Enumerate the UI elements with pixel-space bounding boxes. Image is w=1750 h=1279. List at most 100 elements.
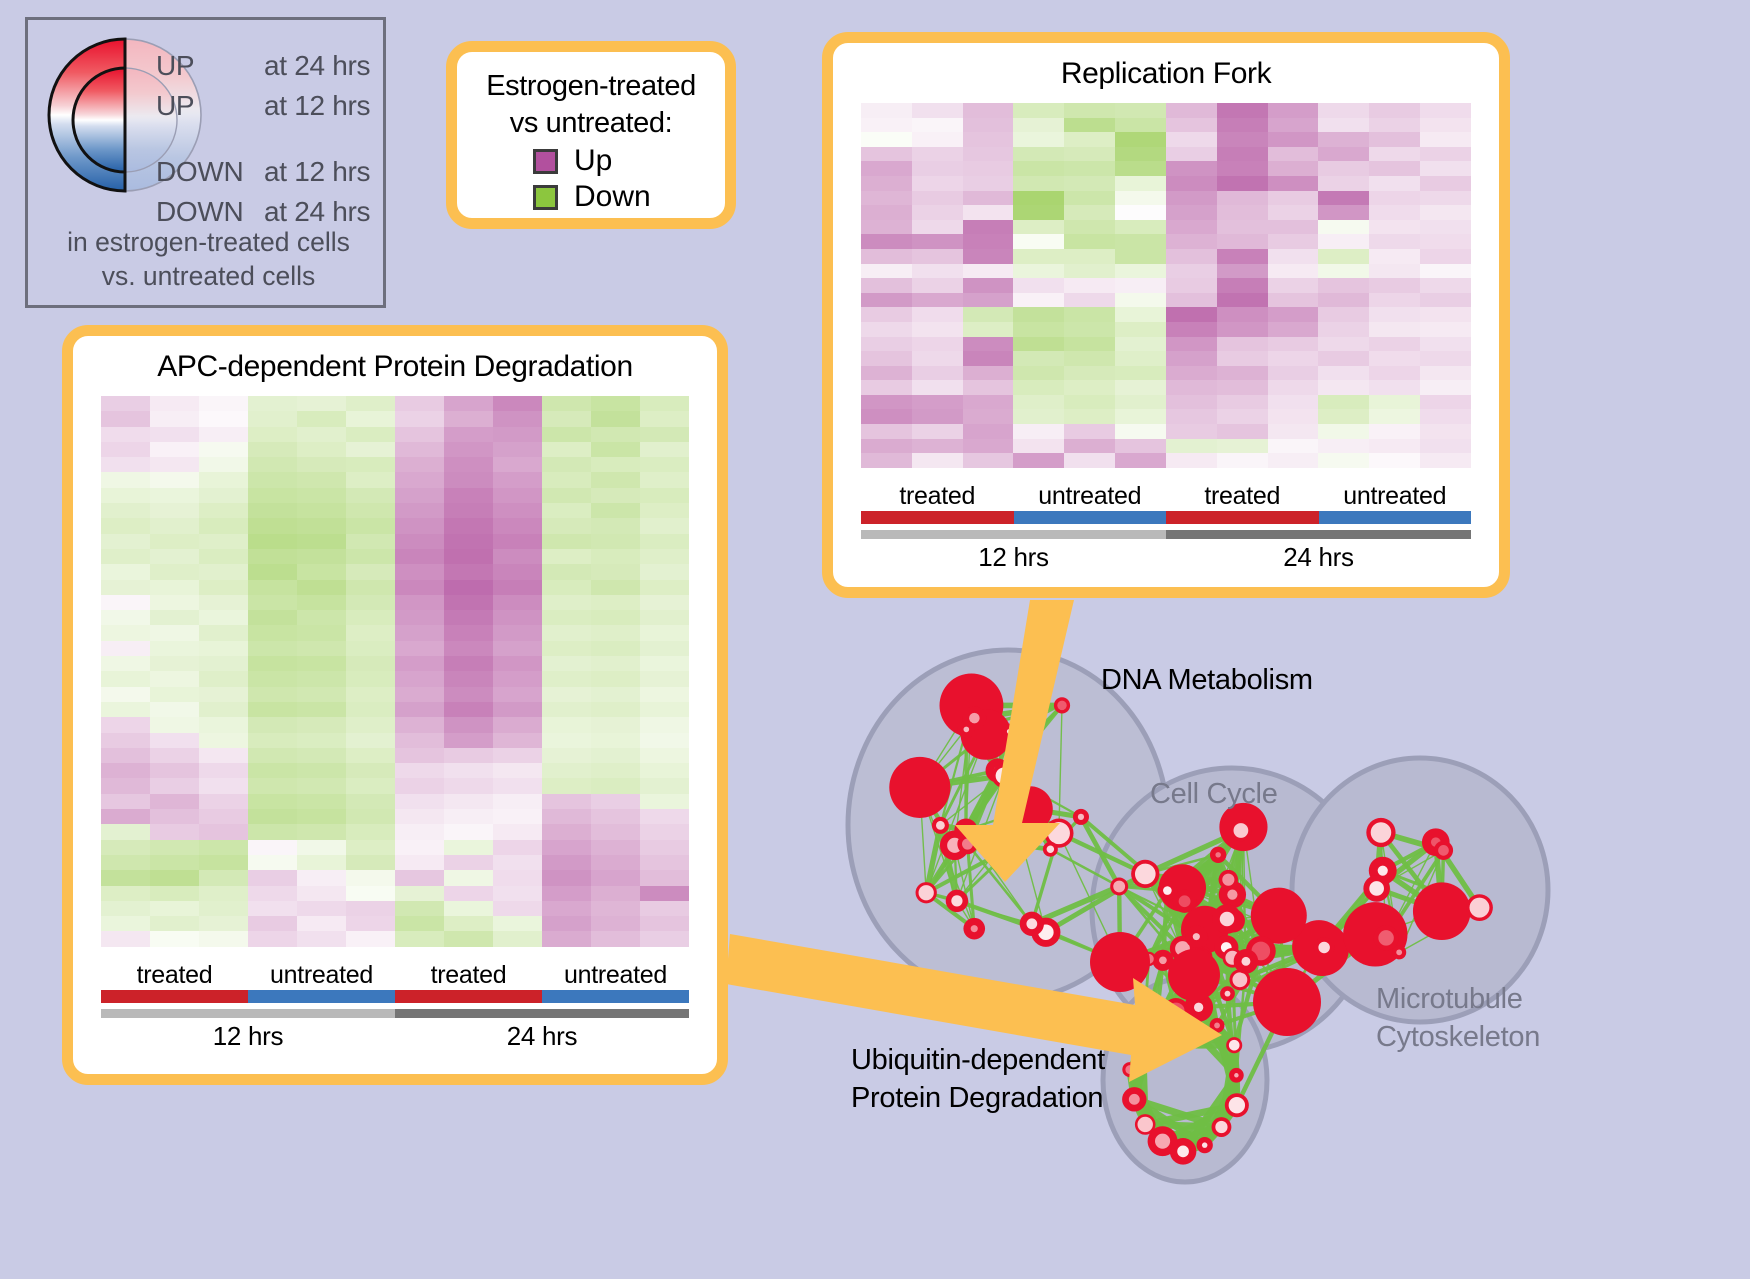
heatmap-cell (1267, 380, 1319, 395)
apc-axis: treated untreated treated untreated 12 hrs 2… (101, 961, 689, 1052)
network-node[interactable] (1233, 949, 1259, 974)
heatmap-cell (101, 793, 150, 810)
heatmap-cell (962, 205, 1014, 220)
network-node[interactable] (1122, 1087, 1147, 1112)
network-node[interactable] (991, 763, 1016, 788)
network-node[interactable] (1230, 819, 1252, 842)
network-node[interactable] (1466, 894, 1493, 922)
network-node[interactable] (1392, 945, 1407, 960)
network-node[interactable] (931, 816, 949, 834)
network-node[interactable] (1250, 887, 1307, 944)
network-node[interactable] (1134, 1114, 1156, 1135)
network-node[interactable] (1209, 1017, 1225, 1033)
network-node[interactable] (1229, 969, 1251, 991)
network-node[interactable] (1157, 880, 1178, 901)
heatmap-cell (861, 292, 912, 308)
heatmap-cell (248, 518, 297, 534)
heatmap-cell (1267, 103, 1319, 118)
network-node[interactable] (945, 889, 969, 913)
heatmap-cell (199, 809, 248, 825)
network-node[interactable] (1090, 932, 1150, 992)
network-node[interactable] (957, 833, 978, 855)
heatmap-cell (911, 438, 963, 454)
network-node[interactable] (1218, 869, 1239, 890)
heatmap-cell (1013, 161, 1065, 176)
network-node[interactable] (1373, 925, 1399, 951)
heatmap-cell (911, 336, 963, 352)
node-inner (951, 895, 963, 907)
network-node[interactable] (1072, 808, 1089, 825)
heatmap-cell (199, 686, 248, 702)
network-node[interactable] (1147, 1126, 1178, 1157)
heatmap-cell (297, 916, 346, 932)
network-node[interactable] (1196, 1137, 1213, 1154)
network-node[interactable] (1185, 925, 1208, 948)
network-node[interactable] (1253, 968, 1321, 1036)
heatmap-cell (542, 564, 591, 580)
heatmap-cell (911, 219, 963, 235)
heatmap-cell (591, 885, 640, 901)
axis-time-label: 12 hrs (212, 1020, 284, 1051)
heatmap-cell (199, 870, 248, 886)
down-color-swatch (533, 184, 558, 210)
heatmap-cell (101, 518, 150, 534)
heatmap-cell (395, 610, 444, 626)
network-node[interactable] (1122, 1062, 1138, 1078)
heatmap-cell (861, 409, 912, 425)
network-node[interactable] (1209, 846, 1227, 863)
network-node[interactable] (963, 917, 986, 940)
network-node[interactable] (1131, 1033, 1155, 1057)
heatmap-cell (297, 579, 346, 595)
heatmap-cell (395, 870, 444, 886)
heatmap-cell (199, 931, 248, 947)
heatmap-cell (1165, 219, 1217, 235)
network-node[interactable] (1131, 859, 1160, 889)
node-inner (1077, 813, 1085, 820)
heatmap-cell (911, 394, 963, 410)
heatmap-cell (640, 503, 689, 519)
replication-fork-title: Replication Fork (1060, 57, 1272, 90)
network-node[interactable] (957, 720, 976, 739)
heatmap-cell (297, 457, 346, 473)
heatmap-cell (640, 457, 689, 473)
heatmap-cell (101, 900, 150, 917)
axis-time-bar (861, 529, 1166, 539)
heatmap-cell (297, 564, 346, 580)
network-node[interactable] (1019, 911, 1044, 936)
network-node[interactable] (1313, 937, 1335, 958)
node-inner (1377, 865, 1388, 876)
network-node[interactable] (1220, 986, 1235, 1002)
network-node[interactable] (1224, 1093, 1249, 1118)
heatmap-cell (248, 885, 297, 901)
network-node[interactable] (1053, 697, 1071, 714)
network-node[interactable] (1211, 1117, 1232, 1137)
network-node[interactable] (1366, 817, 1396, 848)
heatmap-cell (444, 870, 493, 886)
network-node[interactable] (1007, 786, 1053, 832)
network-node[interactable] (1168, 949, 1220, 1001)
network-node[interactable] (1226, 1037, 1243, 1054)
heatmap-cell (150, 870, 199, 886)
gradient-scale-legend: UP at 24 hrs UP at 12 hrs DOWN at 12 hrs… (25, 17, 386, 308)
heatmap-cell (1420, 365, 1471, 381)
heatmap-cell (1216, 453, 1268, 468)
heatmap-cell (248, 579, 297, 595)
network-node[interactable] (1229, 1067, 1244, 1083)
network-node[interactable] (1412, 882, 1471, 941)
network-node[interactable] (1172, 889, 1197, 913)
heatmap-cell (101, 396, 150, 412)
network-node[interactable] (1042, 841, 1058, 857)
network-node[interactable] (1110, 877, 1129, 896)
network-node[interactable] (1433, 840, 1454, 860)
heatmap-cell (1115, 161, 1166, 176)
heatmap-cell (911, 248, 963, 264)
network-node[interactable] (1212, 904, 1242, 934)
network-node[interactable] (1363, 875, 1390, 902)
heatmap-cell (1165, 234, 1217, 249)
network-node[interactable] (1001, 723, 1018, 740)
heatmap-cell (911, 278, 963, 293)
network-node[interactable] (915, 882, 937, 904)
network-node[interactable] (1007, 836, 1025, 854)
network-node[interactable] (889, 756, 951, 818)
heatmap-cell (248, 916, 297, 932)
